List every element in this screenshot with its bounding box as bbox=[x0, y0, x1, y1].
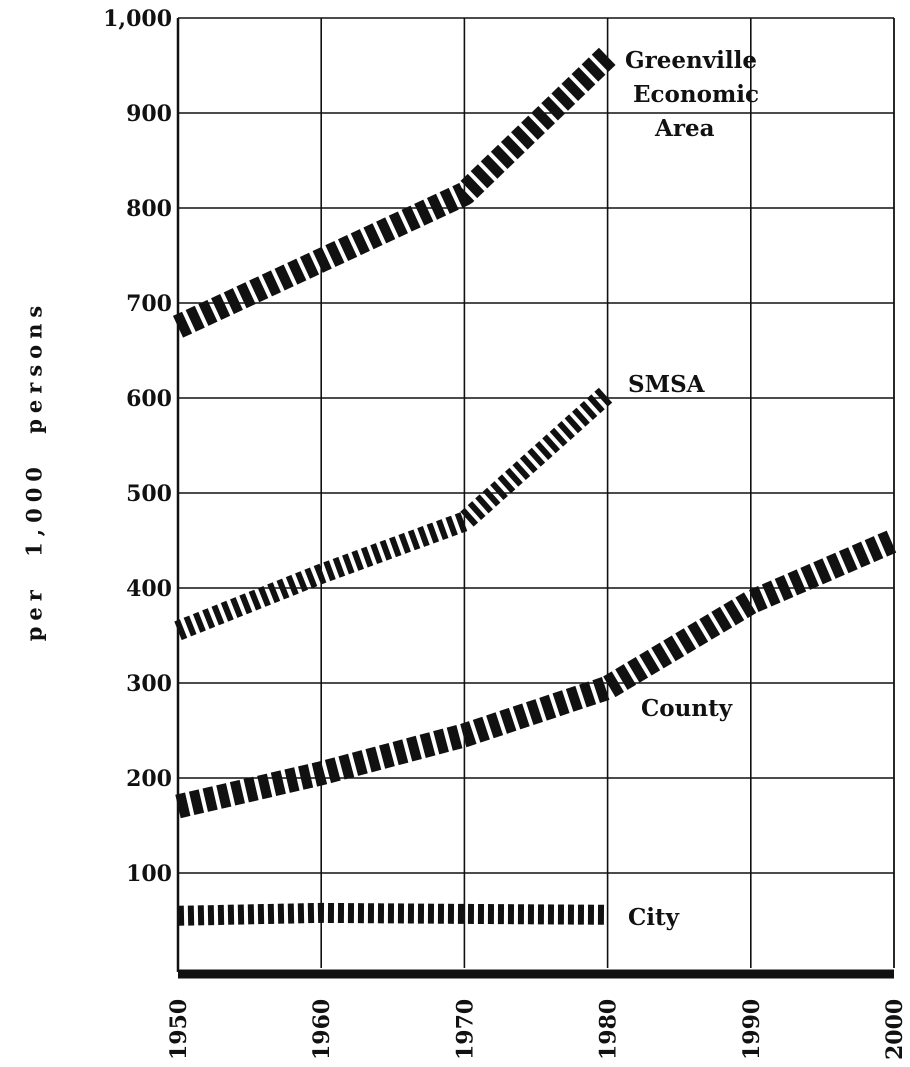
series-layer bbox=[172, 47, 899, 926]
x-tick-label: 1990 bbox=[739, 999, 765, 1060]
y-tick-label: 800 bbox=[126, 196, 172, 222]
series-label: SMSA bbox=[628, 371, 706, 398]
y-tick-label: 200 bbox=[126, 766, 172, 792]
y-tick-label: 400 bbox=[126, 576, 172, 602]
grid bbox=[176, 17, 895, 979]
x-tick-label: 1980 bbox=[596, 999, 622, 1060]
series-label: County bbox=[641, 695, 733, 722]
x-tick-label: 2000 bbox=[882, 999, 908, 1060]
y-axis-label-container: per 1,000 persons bbox=[12, 299, 56, 641]
series-line bbox=[177, 902, 608, 926]
y-tick-label: 700 bbox=[126, 291, 172, 317]
y-tick-label: 500 bbox=[126, 481, 172, 507]
label-layer: 1,000 900 800 700 600 500 400 300 200 100 1950 1960… bbox=[103, 6, 908, 1060]
series-label: Area bbox=[654, 115, 715, 142]
series-line bbox=[174, 385, 615, 641]
y-tick-label: 1,000 bbox=[103, 6, 172, 32]
y-axis-label: per 1,000 persons bbox=[21, 299, 47, 641]
series-label: Economic bbox=[633, 81, 759, 108]
y-tick-label: 600 bbox=[126, 386, 172, 412]
x-tick-label: 1960 bbox=[309, 999, 335, 1060]
series-label: City bbox=[628, 904, 680, 931]
x-tick-label: 1950 bbox=[166, 999, 192, 1060]
series-line bbox=[172, 47, 616, 338]
y-tick-label: 900 bbox=[126, 101, 172, 127]
x-tick-label: 1970 bbox=[452, 999, 478, 1060]
y-tick-label: 100 bbox=[126, 861, 172, 887]
series-label: Greenville bbox=[625, 47, 757, 74]
series-line bbox=[175, 529, 899, 819]
y-tick-label: 300 bbox=[126, 671, 172, 697]
